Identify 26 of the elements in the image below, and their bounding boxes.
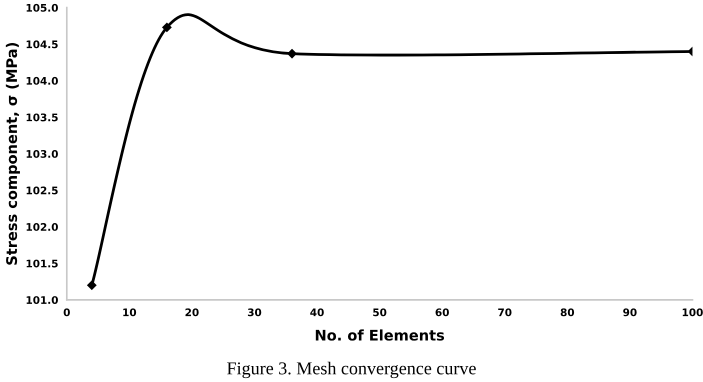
x-tick-label: 100 bbox=[682, 308, 703, 316]
y-tick-label: 105.0 bbox=[26, 4, 58, 12]
x-tick-label: 80 bbox=[560, 308, 574, 316]
y-tick-label: 102.0 bbox=[26, 223, 58, 231]
caption: Figure 3. Mesh convergence curve bbox=[227, 362, 476, 378]
x-tick-label: 40 bbox=[310, 308, 324, 316]
point bbox=[287, 49, 297, 58]
point bbox=[162, 22, 172, 32]
y-tick-label: 103.0 bbox=[26, 150, 58, 158]
x-tick-label: 60 bbox=[436, 308, 449, 316]
y-tick-label: 101.0 bbox=[26, 296, 58, 304]
y-tick-label: 104.0 bbox=[26, 76, 58, 85]
x-tick-label: 70 bbox=[498, 308, 512, 316]
x-tick-label: 0 bbox=[64, 308, 70, 316]
y-tick-label: 104.5 bbox=[26, 40, 58, 48]
x-tick-label: 10 bbox=[123, 308, 136, 316]
x-tick-label: 20 bbox=[185, 308, 199, 316]
y-tick-label: 101.5 bbox=[26, 260, 58, 268]
x-tick-label: 90 bbox=[623, 308, 637, 316]
y-tick-label: 102.5 bbox=[26, 186, 58, 194]
y-axis-title: Stress component, σ (MPa) bbox=[6, 43, 20, 265]
x-axis-title: No. of Elements bbox=[316, 329, 444, 341]
point bbox=[87, 280, 96, 290]
x-tick-label: 30 bbox=[248, 308, 262, 316]
y-tick-label: 103.5 bbox=[26, 113, 58, 122]
x-tick-label: 50 bbox=[373, 308, 386, 316]
